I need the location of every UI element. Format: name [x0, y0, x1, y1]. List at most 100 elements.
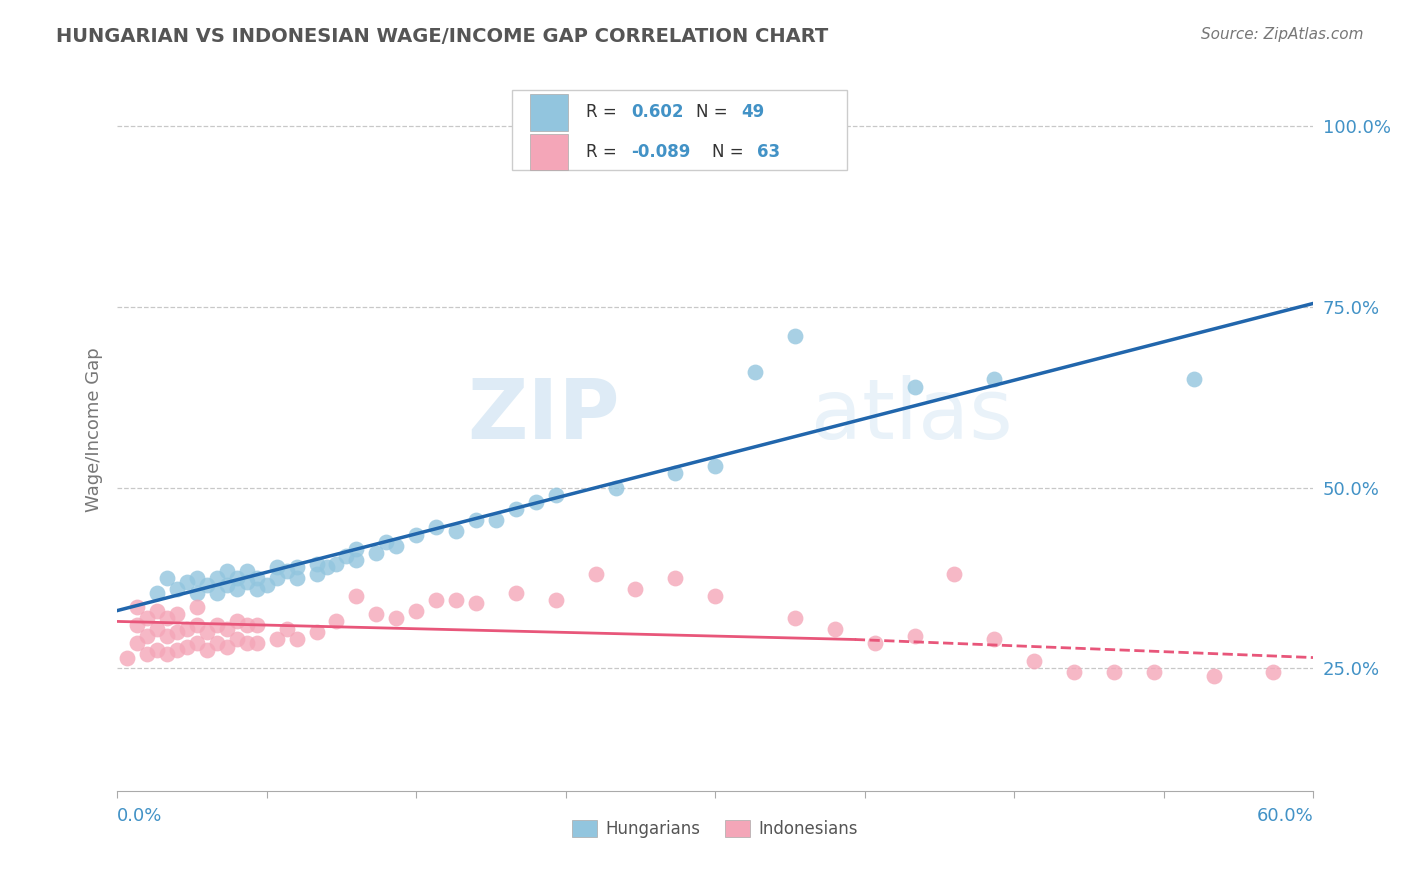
Text: N =: N =	[711, 144, 748, 161]
Point	[425, 520, 447, 534]
Text: Source: ZipAtlas.com: Source: ZipAtlas.com	[1201, 27, 1364, 42]
Point	[704, 458, 727, 473]
Point	[366, 607, 388, 622]
Point	[1063, 665, 1085, 679]
Point	[544, 592, 567, 607]
Point	[266, 571, 288, 585]
Point	[824, 622, 846, 636]
Point	[366, 546, 388, 560]
Point	[315, 560, 337, 574]
Point	[335, 549, 357, 564]
Point	[1024, 654, 1046, 668]
Point	[465, 513, 488, 527]
Point	[156, 571, 179, 585]
Point	[1202, 668, 1225, 682]
Point	[246, 582, 269, 596]
Text: 0.602: 0.602	[631, 103, 683, 121]
Point	[246, 636, 269, 650]
Point	[146, 643, 169, 657]
Point	[127, 599, 149, 614]
Point	[344, 542, 367, 557]
Point	[225, 582, 247, 596]
Point	[505, 502, 527, 516]
Point	[136, 647, 159, 661]
Point	[405, 604, 427, 618]
Point	[344, 589, 367, 603]
Point	[186, 585, 208, 599]
Point	[325, 615, 347, 629]
Text: 63: 63	[756, 144, 780, 161]
Point	[276, 564, 298, 578]
Text: ZIP: ZIP	[467, 375, 620, 456]
Point	[485, 513, 508, 527]
Point	[863, 636, 886, 650]
Text: R =: R =	[586, 144, 621, 161]
Point	[1263, 665, 1285, 679]
Point	[375, 535, 398, 549]
Point	[385, 611, 408, 625]
Point	[664, 571, 686, 585]
Text: 0.0%: 0.0%	[117, 807, 163, 825]
Point	[146, 604, 169, 618]
Point	[186, 618, 208, 632]
Point	[127, 618, 149, 632]
Text: 60.0%: 60.0%	[1257, 807, 1313, 825]
Point	[943, 567, 966, 582]
Point	[186, 571, 208, 585]
Point	[425, 592, 447, 607]
Point	[236, 574, 259, 589]
Point	[246, 571, 269, 585]
Point	[285, 632, 308, 647]
FancyBboxPatch shape	[530, 134, 568, 170]
Point	[225, 632, 247, 647]
Point	[983, 632, 1005, 647]
Point	[744, 365, 766, 379]
Point	[605, 481, 627, 495]
Point	[146, 622, 169, 636]
Point	[325, 557, 347, 571]
Point	[186, 636, 208, 650]
Point	[205, 571, 228, 585]
Point	[225, 615, 247, 629]
Point	[246, 618, 269, 632]
Point	[704, 589, 727, 603]
Point	[664, 467, 686, 481]
Point	[215, 622, 238, 636]
Point	[166, 625, 188, 640]
Point	[305, 625, 328, 640]
Point	[236, 564, 259, 578]
Point	[205, 618, 228, 632]
Point	[624, 582, 647, 596]
Point	[444, 524, 467, 538]
Point	[156, 629, 179, 643]
Point	[176, 640, 198, 654]
Point	[156, 611, 179, 625]
Point	[903, 629, 925, 643]
Text: 49: 49	[741, 103, 765, 121]
Point	[215, 640, 238, 654]
Text: atlas: atlas	[811, 375, 1012, 456]
Point	[195, 578, 218, 592]
Point	[544, 488, 567, 502]
Point	[305, 567, 328, 582]
FancyBboxPatch shape	[530, 95, 568, 130]
Point	[305, 557, 328, 571]
Point	[215, 578, 238, 592]
Point	[236, 618, 259, 632]
Point	[166, 643, 188, 657]
Text: N =: N =	[696, 103, 733, 121]
Point	[115, 650, 138, 665]
Point	[1182, 372, 1205, 386]
Point	[276, 622, 298, 636]
Text: R =: R =	[586, 103, 621, 121]
Point	[215, 564, 238, 578]
Point	[205, 585, 228, 599]
Point	[186, 599, 208, 614]
Point	[405, 527, 427, 541]
Point	[205, 636, 228, 650]
Point	[444, 592, 467, 607]
Point	[385, 539, 408, 553]
Point	[1143, 665, 1166, 679]
Point	[166, 582, 188, 596]
Text: HUNGARIAN VS INDONESIAN WAGE/INCOME GAP CORRELATION CHART: HUNGARIAN VS INDONESIAN WAGE/INCOME GAP …	[56, 27, 828, 45]
